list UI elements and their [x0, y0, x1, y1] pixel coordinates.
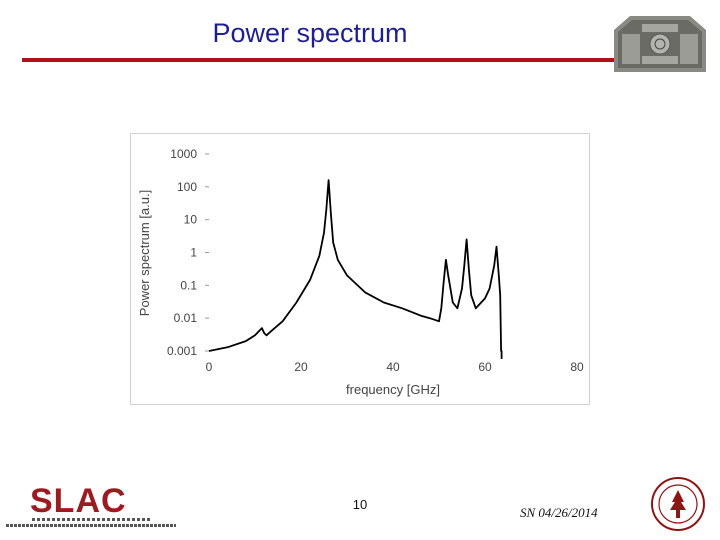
stanford-seal-icon [651, 477, 705, 531]
power-spectrum-chart: 1000 100 10 1 0.1 0.01 0.001 0 20 40 60 80 Power s… [137, 147, 584, 397]
x-axis-label: frequency [GHz] [346, 382, 440, 397]
x-tick-label: 60 [478, 360, 492, 374]
y-tick-label: 10 [184, 213, 198, 227]
date-label: SN 04/26/2014 [520, 505, 598, 520]
x-tick-label: 40 [386, 360, 400, 374]
series-line [208, 179, 503, 359]
y-axis-label: Power spectrum [a.u.] [137, 190, 152, 316]
x-tick-label: 0 [206, 360, 213, 374]
y-tick-label: 100 [177, 180, 197, 194]
x-tick-label: 80 [570, 360, 584, 374]
title-rule [22, 58, 622, 62]
chart-frame: 1000 100 10 1 0.1 0.01 0.001 0 20 40 60 80 Power s… [130, 133, 590, 405]
y-tick-label: 1000 [170, 147, 197, 161]
device-photo [614, 16, 706, 72]
page-number: 10 [352, 497, 368, 512]
slide-title: Power spectrum [212, 18, 408, 48]
slac-logo: SLAC [6, 482, 176, 530]
y-tick-label: 1 [190, 246, 197, 260]
slac-wordmark: SLAC [30, 482, 127, 520]
y-tick-label: 0.001 [167, 344, 197, 358]
y-tick-label: 0.01 [174, 311, 198, 325]
x-tick-label: 20 [294, 360, 308, 374]
y-tick-label: 0.1 [180, 278, 197, 292]
